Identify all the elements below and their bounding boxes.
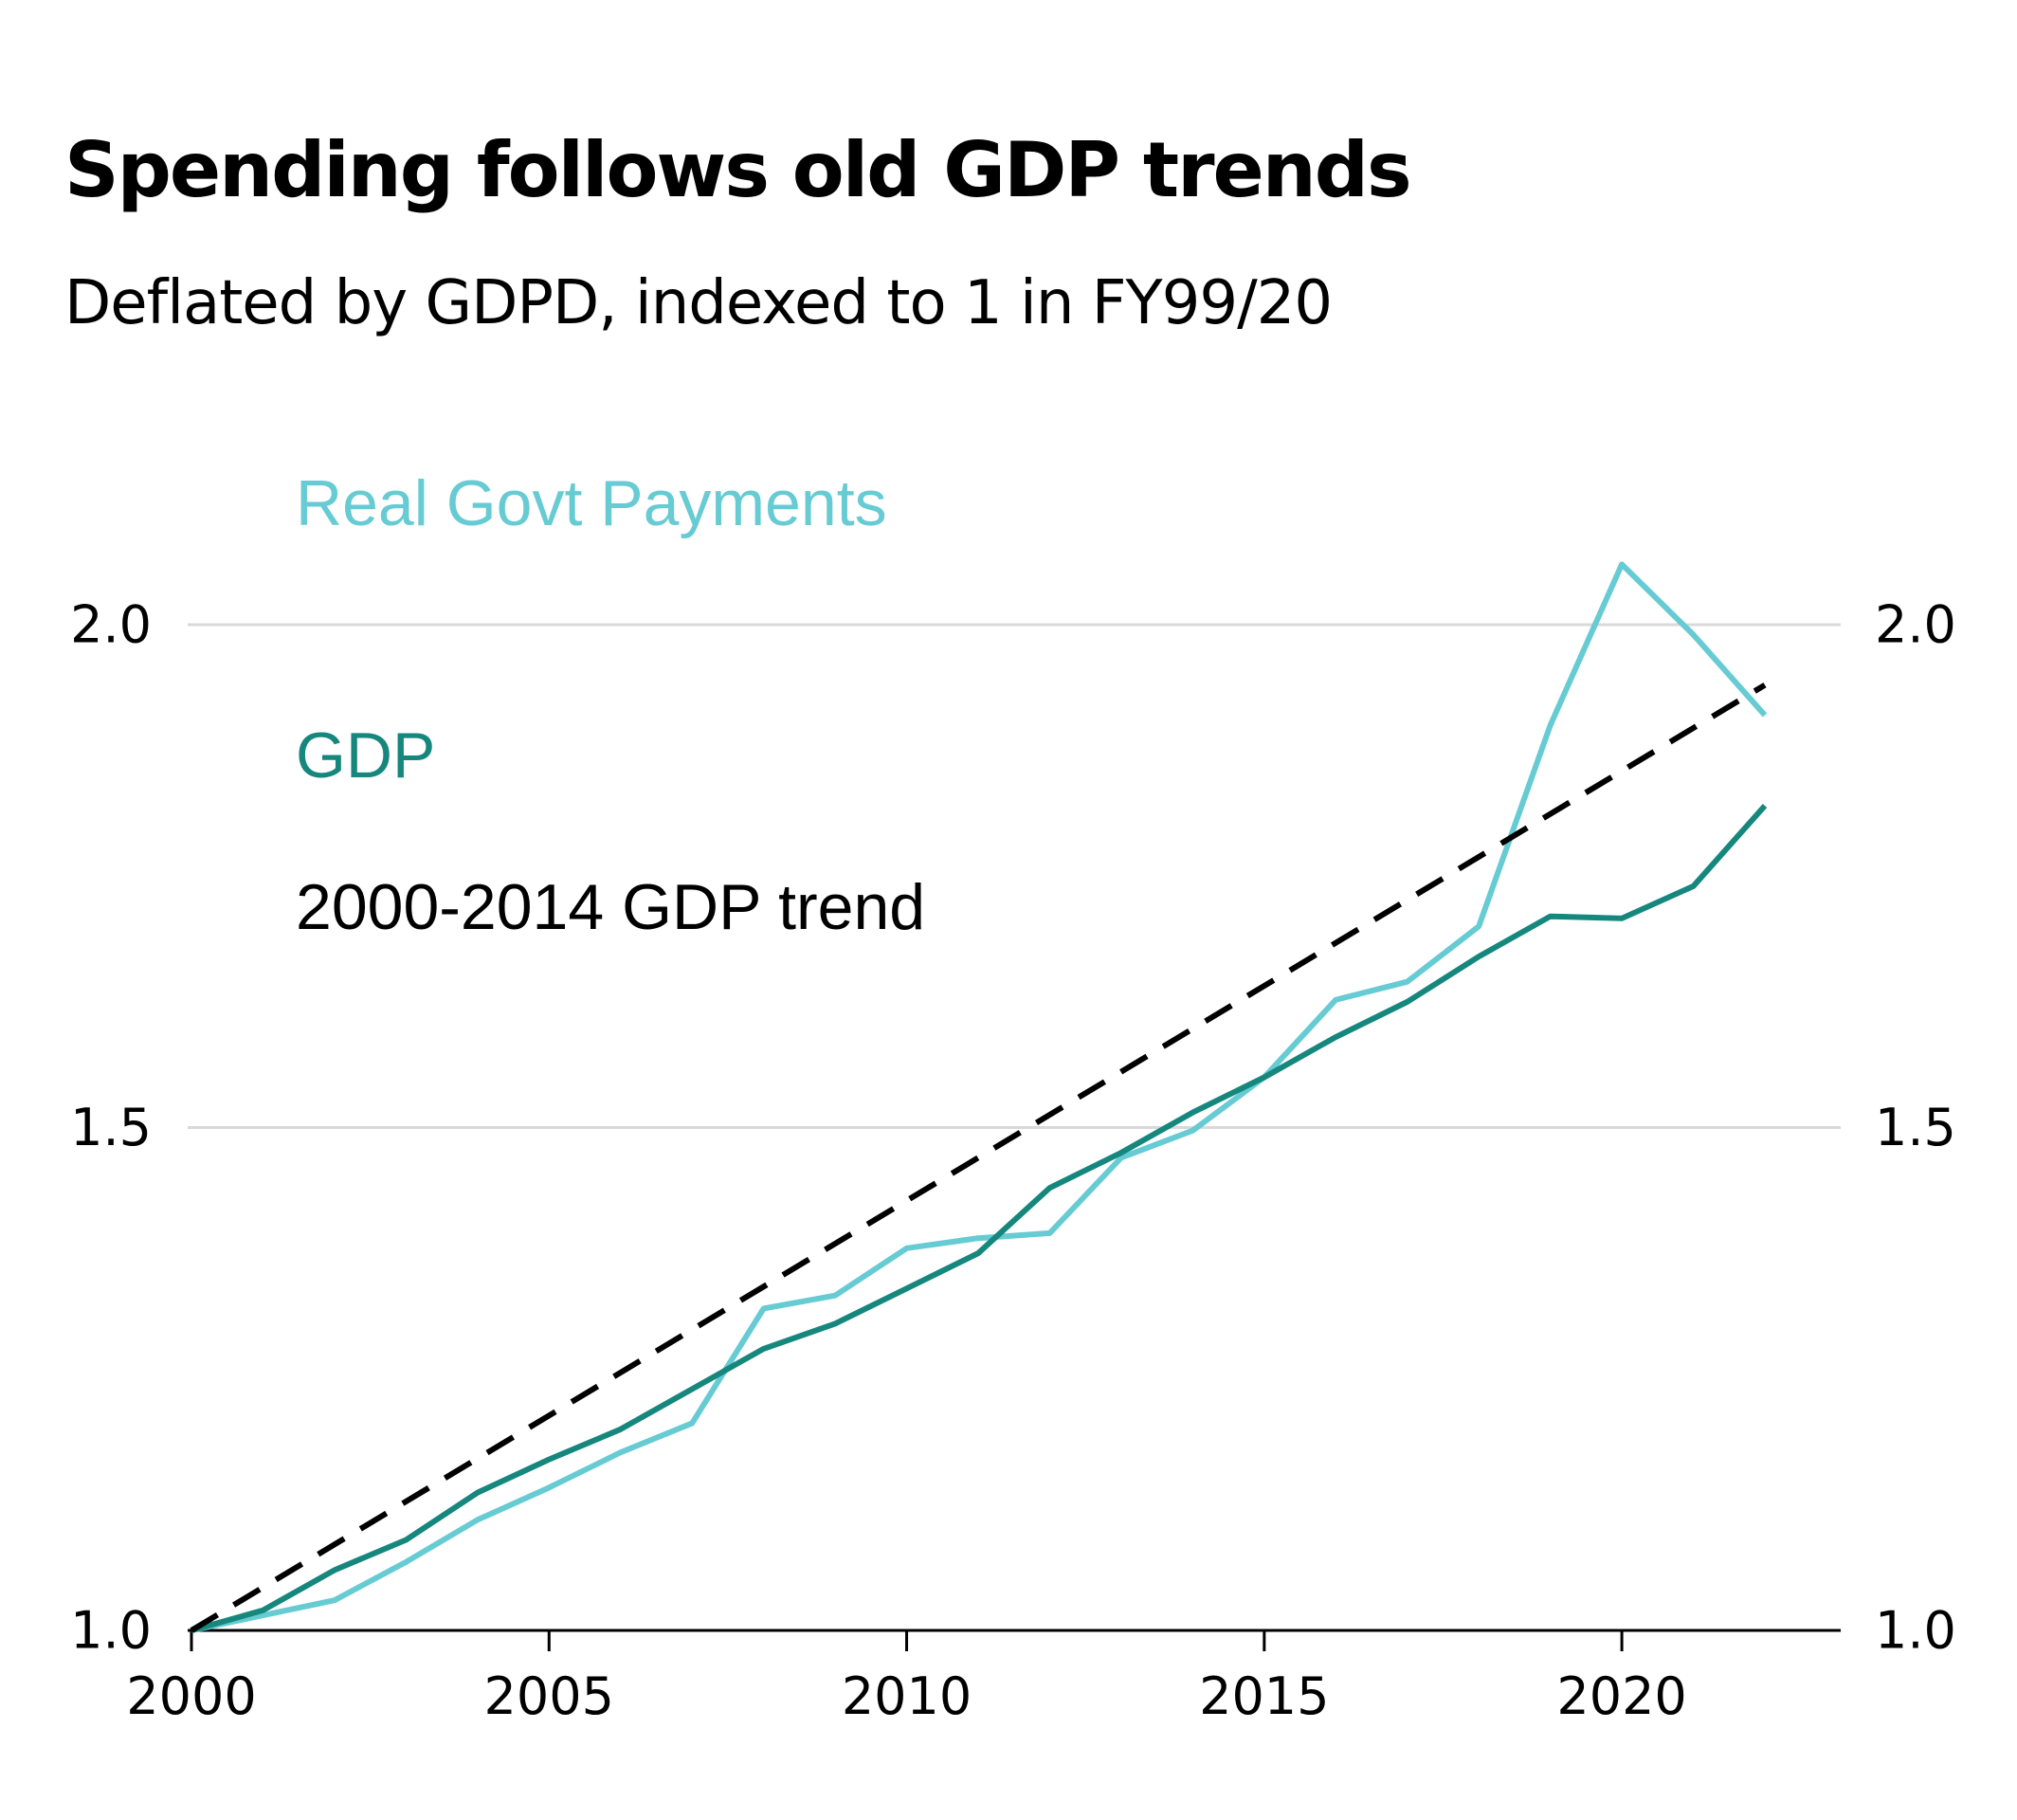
chart-subtitle: Deflated by GDPD, indexed to 1 in FY99/2…	[64, 268, 1333, 338]
y-tick-label-right: 2.0	[1875, 595, 1956, 655]
y-tick-label-right: 1.5	[1875, 1098, 1956, 1157]
y-tick-label-left: 2.0	[70, 595, 152, 655]
y-tick-label-left: 1.0	[70, 1601, 152, 1661]
chart-title: Spending follows old GDP trends	[64, 126, 1412, 214]
x-axis	[188, 1629, 1841, 1651]
series-line-2000-2014-gdp-trend	[190, 682, 1767, 1633]
y-tick-label-right: 1.0	[1875, 1601, 1956, 1661]
x-tick-label: 2010	[842, 1666, 972, 1726]
legend-label-gdp: GDP	[296, 719, 435, 792]
series-layer	[190, 561, 1768, 1633]
series-line-gdp	[191, 803, 1768, 1633]
x-tick-label: 2000	[126, 1666, 256, 1726]
x-tick-label: 2005	[484, 1666, 614, 1726]
legend-label-real-govt-payments: Real Govt Payments	[296, 467, 887, 539]
gridlines	[188, 623, 1841, 1129]
tick-labels: 1.0 1.0 1.5 1.5 2.0 2.0 2000 2005 2010 2015 2020	[70, 595, 1956, 1727]
legend: Real Govt Payments GDP 2000-2014 GDP trend	[296, 467, 925, 943]
x-tick-label: 2020	[1556, 1666, 1686, 1726]
legend-label-2000-2014-gdp-trend: 2000-2014 GDP trend	[296, 871, 925, 943]
y-tick-label-left: 1.5	[70, 1098, 152, 1157]
series-line-real-govt-payments	[191, 561, 1768, 1633]
x-tick-label: 2015	[1199, 1666, 1329, 1726]
